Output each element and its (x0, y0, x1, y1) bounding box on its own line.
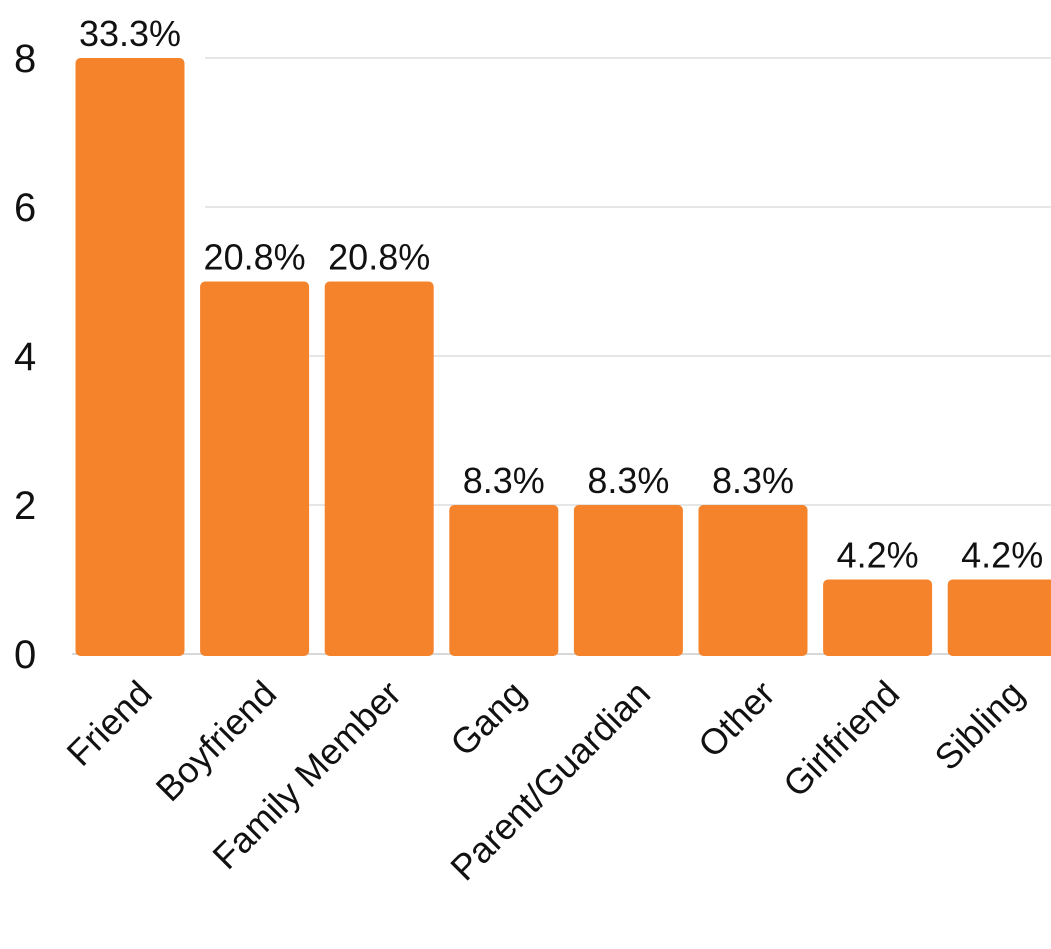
bar-boyfriend (200, 281, 310, 656)
x-tick-label: Gang (442, 673, 533, 764)
y-tick-label: 4 (14, 335, 36, 379)
data-label: 4.2% (837, 535, 919, 576)
data-labels: 33.3% 20.8% 20.8% 8.3% 8.3% 8.3% 4.2% 4.2% (79, 13, 1043, 576)
bar-other (698, 505, 808, 656)
y-tick-label: 6 (14, 186, 36, 230)
data-label: 4.2% (961, 535, 1043, 576)
y-tick-label: 8 (14, 37, 36, 81)
bars (75, 58, 1051, 656)
bar-parent-guardian (573, 505, 683, 656)
x-tick-label: Sibling (926, 673, 1031, 778)
bar-family-member (324, 281, 434, 656)
y-tick-label: 2 (14, 484, 36, 528)
x-tick-label: Girlfriend (775, 673, 907, 805)
data-label: 20.8% (204, 237, 306, 278)
data-label: 33.3% (79, 13, 181, 54)
y-tick-label: 0 (14, 633, 36, 677)
bar-friend (75, 58, 185, 656)
data-label: 20.8% (328, 237, 430, 278)
data-label: 8.3% (463, 460, 545, 501)
bar-gang (449, 505, 559, 656)
bar-girlfriend (823, 579, 933, 656)
bar-sibling (947, 579, 1051, 656)
y-axis: 0 2 4 6 8 (14, 37, 36, 677)
data-label: 8.3% (587, 460, 669, 501)
data-label: 8.3% (712, 460, 794, 501)
x-tick-label: Friend (59, 673, 160, 774)
x-tick-label: Other (690, 673, 783, 766)
